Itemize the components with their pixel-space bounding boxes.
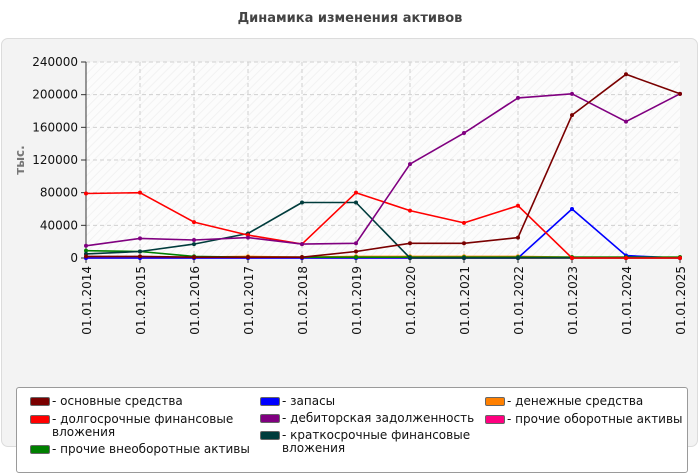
- chart-title: Динамика изменения активов: [237, 11, 463, 26]
- data-point: [138, 190, 142, 195]
- data-point: [138, 236, 142, 241]
- y-tick-label: 240000: [32, 55, 78, 69]
- legend-swatch: [260, 431, 280, 440]
- data-point: [570, 91, 574, 96]
- y-axis-label: тыс.: [13, 145, 27, 174]
- x-tick-label: 01.01.2025: [674, 266, 688, 335]
- legend-item: - краткосрочные финансовые вложения: [260, 429, 475, 455]
- chart-panel: 0 40000 80000 120000 160000 200000 240000 01.01…: [1, 38, 698, 473]
- data-point: [192, 220, 196, 225]
- plot-area: 0 40000 80000 120000 160000 200000 240000 01.01…: [13, 55, 688, 335]
- data-point: [624, 72, 628, 77]
- x-tick-label: 01.01.2022: [512, 266, 526, 335]
- data-point: [570, 207, 574, 211]
- data-point: [408, 208, 412, 213]
- data-point: [84, 243, 88, 248]
- legend-swatch: [260, 397, 280, 406]
- legend-item: - прочие оборотные активы: [485, 413, 683, 426]
- data-point: [246, 255, 250, 260]
- y-tick-label: 200000: [32, 88, 78, 102]
- data-point: [84, 254, 88, 259]
- data-point: [300, 255, 304, 260]
- data-point: [138, 254, 142, 259]
- y-tick-label: 120000: [32, 153, 78, 167]
- series-line: [85, 191, 680, 259]
- legend-label: - денежные средства: [507, 394, 644, 408]
- legend-swatch: [30, 415, 50, 424]
- x-tick-label: 01.01.2024: [620, 266, 634, 335]
- data-point: [624, 256, 628, 260]
- data-point: [84, 191, 88, 196]
- legend-item: - долгосрочные финансовые вложения: [30, 413, 245, 439]
- legend: - основные средства - долгосрочные финан…: [16, 387, 688, 473]
- legend-swatch: [485, 397, 505, 406]
- data-point: [354, 249, 358, 254]
- x-tick-label: 01.01.2015: [134, 266, 148, 335]
- data-point: [300, 242, 304, 247]
- x-tick-label: 01.01.2023: [566, 266, 580, 335]
- legend-label: - краткосрочные финансовые вложения: [282, 428, 471, 455]
- series-line: [86, 73, 681, 258]
- legend-item: - дебиторская задолженность: [260, 412, 474, 425]
- data-point: [192, 242, 196, 247]
- data-point: [246, 235, 250, 240]
- y-tick-label: 40000: [40, 218, 78, 232]
- data-point: [354, 241, 358, 246]
- data-point: [570, 113, 574, 118]
- data-point: [516, 235, 520, 240]
- data-point: [192, 255, 196, 260]
- data-point: [624, 119, 628, 124]
- data-point: [354, 255, 358, 260]
- data-point: [678, 256, 682, 260]
- data-point: [192, 238, 196, 243]
- x-tick-label: 01.01.2021: [458, 266, 472, 335]
- x-tick-label: 01.01.2019: [350, 266, 364, 335]
- data-point: [516, 256, 520, 260]
- x-tick-label: 01.01.2014: [80, 266, 94, 335]
- data-point: [678, 91, 682, 96]
- legend-swatch: [260, 414, 280, 423]
- x-tick-label: 01.01.2016: [188, 266, 202, 335]
- data-point: [516, 203, 520, 208]
- data-point: [354, 190, 358, 195]
- legend-label: - прочие оборотные активы: [507, 412, 683, 426]
- data-point: [570, 256, 574, 260]
- y-tick-label: 160000: [32, 120, 78, 134]
- legend-item: - основные средства: [30, 395, 183, 408]
- y-tick-label: 80000: [40, 186, 78, 200]
- x-tick-label: 01.01.2020: [404, 266, 418, 335]
- data-point: [354, 200, 358, 205]
- data-point: [138, 249, 142, 254]
- legend-label: - дебиторская задолженность: [282, 411, 475, 425]
- x-tick-label: 01.01.2017: [242, 266, 256, 335]
- legend-label: - запасы: [282, 394, 336, 408]
- legend-item: - запасы: [260, 395, 335, 408]
- legend-item: - денежные средства: [485, 395, 643, 408]
- data-point: [462, 241, 466, 246]
- data-point: [408, 162, 412, 167]
- data-point: [84, 248, 88, 253]
- data-point: [408, 256, 412, 260]
- legend-label: - основные средства: [52, 394, 183, 408]
- data-point: [408, 241, 412, 246]
- legend-swatch: [485, 415, 505, 424]
- y-tick-label: 0: [70, 251, 78, 265]
- data-point: [516, 95, 520, 100]
- data-point: [462, 131, 466, 136]
- legend-swatch: [30, 397, 50, 406]
- data-point: [462, 220, 466, 225]
- data-point: [300, 200, 304, 205]
- data-point: [462, 256, 466, 260]
- x-tick-label: 01.01.2018: [296, 266, 310, 335]
- legend-label: - долгосрочные финансовые вложения: [52, 412, 234, 439]
- series-line: [85, 92, 681, 247]
